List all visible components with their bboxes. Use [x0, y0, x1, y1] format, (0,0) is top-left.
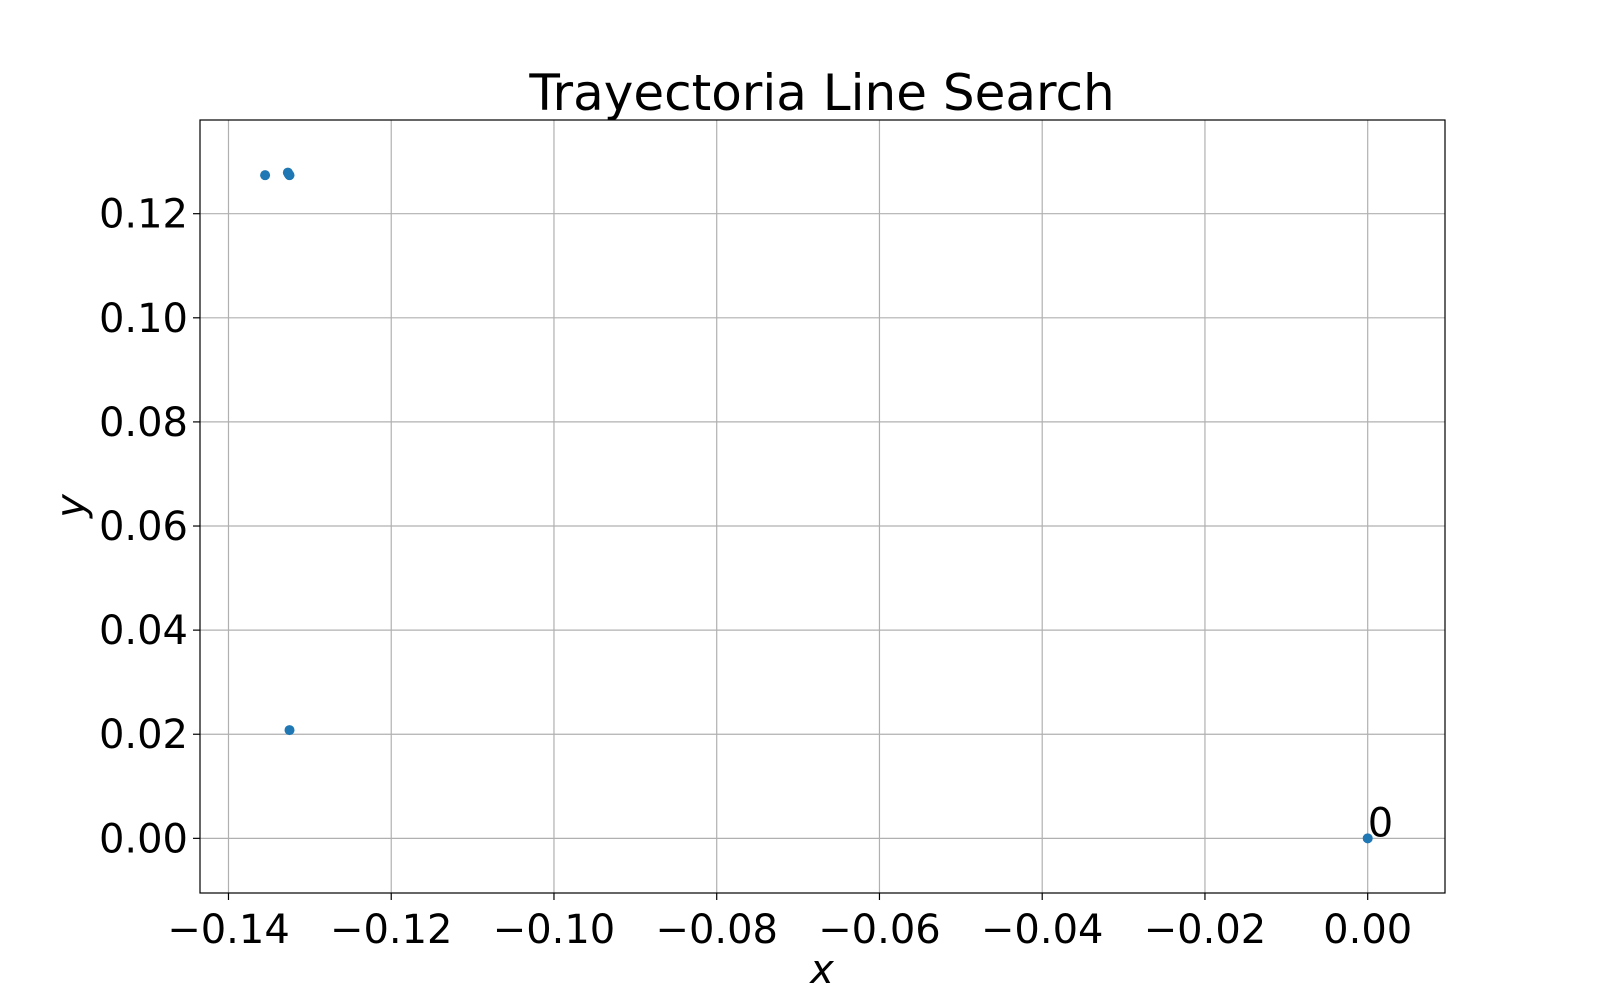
y-axis-label: y — [48, 493, 94, 519]
plot-frame — [199, 119, 1446, 894]
x-tick-label: −0.10 — [493, 907, 616, 953]
x-tick-label: −0.04 — [981, 907, 1104, 953]
chart-title: Trayectoria Line Search — [528, 64, 1114, 122]
data-point — [1362, 833, 1373, 844]
point-annotations: 0 — [1368, 800, 1393, 846]
y-tick-label: 0.02 — [99, 712, 188, 758]
y-tick-label: 0.10 — [99, 296, 188, 342]
grid-lines — [200, 120, 1445, 893]
y-tick-label: 0.08 — [99, 400, 188, 446]
x-tick-label: 0.00 — [1323, 907, 1412, 953]
y-axis-ticks: 0.00 0.02 0.04 0.06 0.08 0.10 0.12 — [99, 192, 200, 862]
y-tick-label: 0.04 — [99, 608, 188, 654]
y-tick-label: 0.00 — [99, 816, 188, 862]
data-point — [284, 725, 295, 736]
y-tick-label: 0.06 — [99, 504, 188, 550]
point-annotation: 0 — [1368, 800, 1393, 846]
x-tick-label: −0.06 — [818, 907, 941, 953]
x-tick-label: −0.08 — [655, 907, 778, 953]
data-points — [260, 167, 1373, 844]
y-tick-label: 0.12 — [99, 192, 188, 238]
x-tick-label: −0.14 — [167, 907, 290, 953]
x-axis-ticks: −0.14 −0.12 −0.10 −0.08 −0.06 −0.04 −0.02 0.00 — [167, 893, 1412, 953]
x-tick-label: −0.02 — [1144, 907, 1267, 953]
x-tick-label: −0.12 — [330, 907, 453, 953]
data-point — [283, 169, 294, 180]
data-point — [260, 170, 271, 181]
x-axis-label: x — [808, 947, 834, 993]
